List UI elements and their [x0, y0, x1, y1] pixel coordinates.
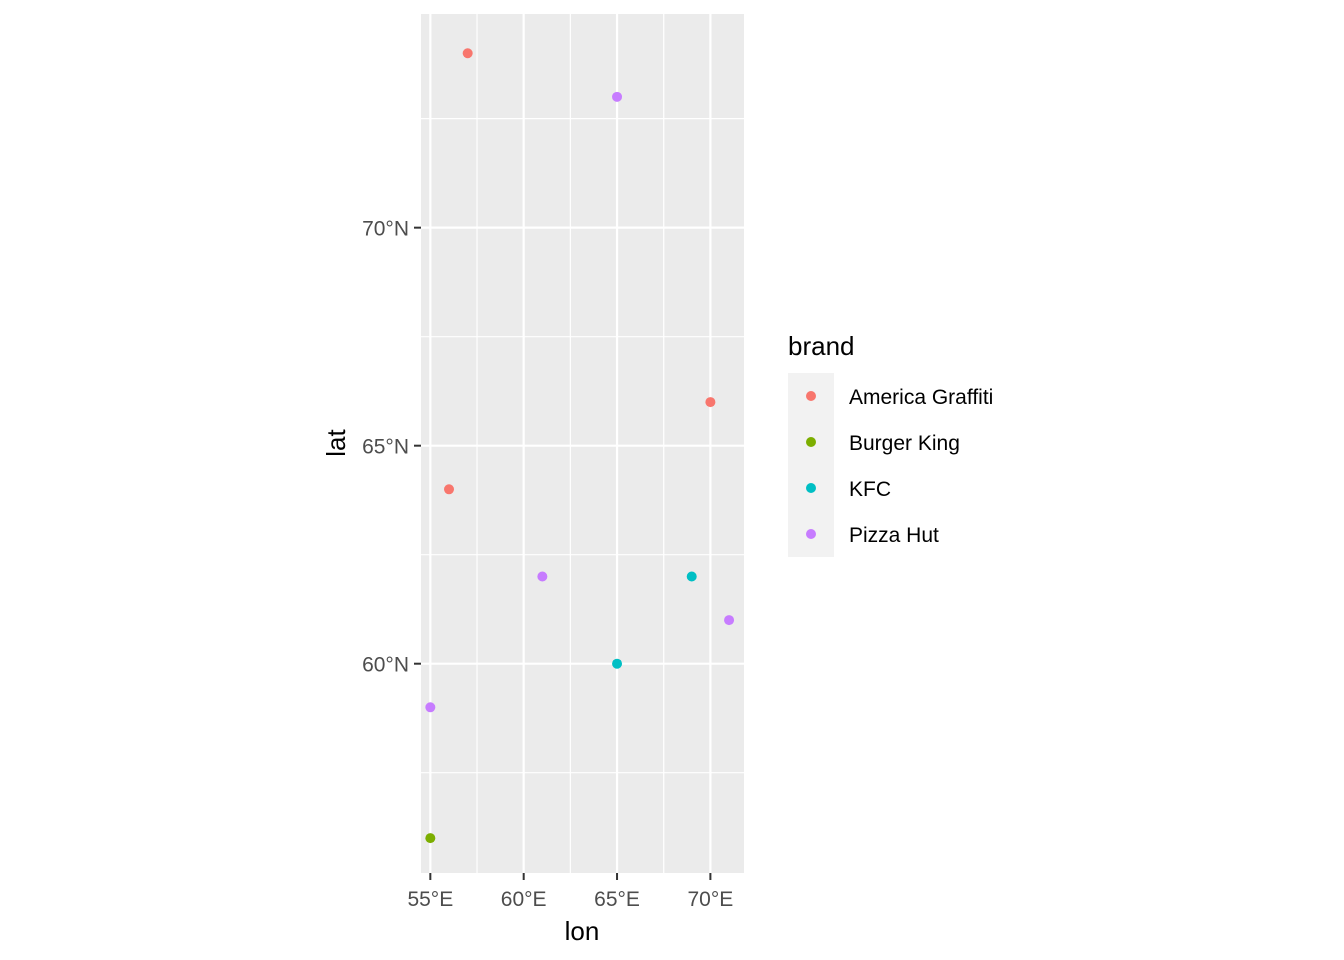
- major-gridlines: [421, 14, 744, 873]
- legend-key: [806, 529, 816, 539]
- y-tick-label: 70°N: [362, 218, 409, 241]
- legend-entries: America Graffiti Burger King KFC Pizza Hut: [806, 386, 993, 547]
- data-point: [425, 702, 436, 713]
- data-point: [612, 91, 623, 102]
- data-point: [705, 397, 716, 408]
- data-point: [537, 571, 548, 582]
- x-axis: 55°E 60°E 65°E 70°E: [407, 873, 733, 911]
- legend-key: [806, 437, 816, 447]
- x-tick-label: 55°E: [407, 888, 453, 911]
- legend-label: Burger King: [849, 432, 960, 455]
- data-point: [612, 658, 623, 669]
- legend-key: [806, 483, 816, 493]
- data-points: [425, 48, 735, 844]
- x-tick-label: 60°E: [501, 888, 547, 911]
- legend-label: KFC: [849, 478, 891, 501]
- legend-label: America Graffiti: [849, 386, 993, 409]
- y-tick-label: 60°N: [362, 654, 409, 677]
- x-axis-title: lon: [565, 916, 600, 946]
- y-tick-label: 65°N: [362, 436, 409, 459]
- data-point: [686, 571, 697, 582]
- legend-title: brand: [788, 331, 855, 361]
- minor-gridlines: [421, 14, 744, 873]
- legend-label: Pizza Hut: [849, 524, 939, 547]
- x-tick-label: 65°E: [594, 888, 640, 911]
- y-axis: 60°N 65°N 70°N: [362, 218, 421, 677]
- y-axis-title: lat: [321, 428, 351, 456]
- legend-key: [806, 391, 816, 401]
- data-point: [444, 484, 455, 495]
- plot-panel: [421, 14, 744, 873]
- x-tick-label: 70°E: [688, 888, 734, 911]
- legend: brand America Graffiti Burger King KFC Pizz…: [788, 331, 993, 557]
- data-point: [462, 48, 473, 59]
- data-point: [425, 833, 436, 844]
- legend-key-background: [788, 373, 834, 557]
- data-point: [724, 615, 735, 626]
